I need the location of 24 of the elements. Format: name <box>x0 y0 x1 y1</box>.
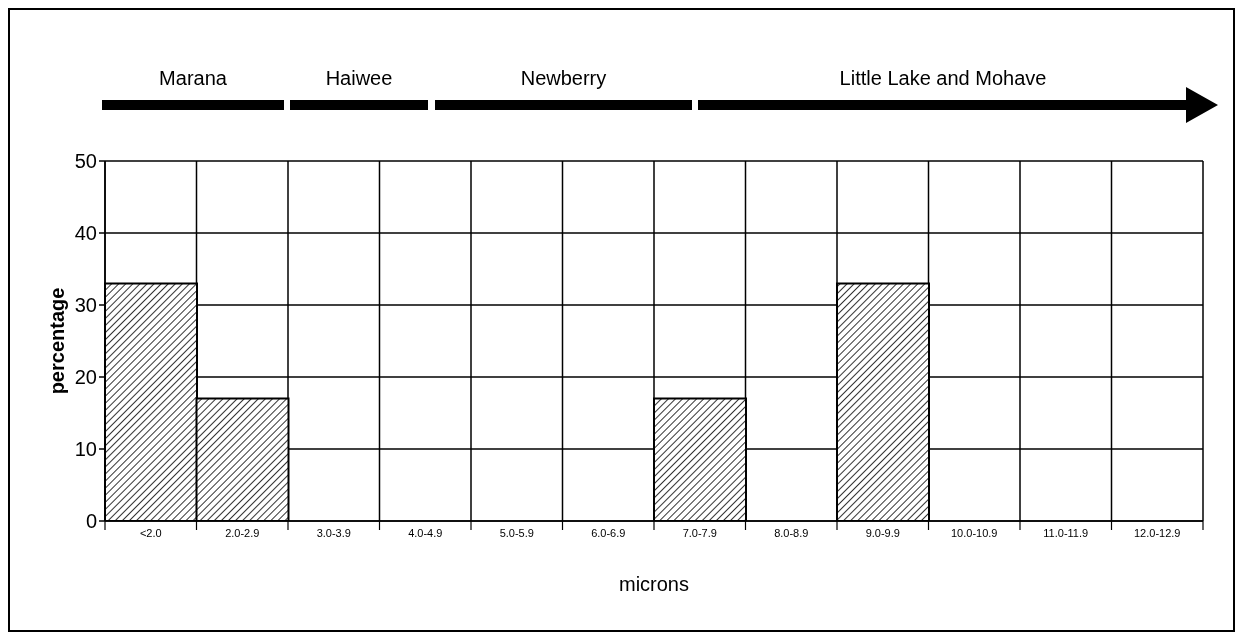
x-axis-title: microns <box>618 573 690 595</box>
x-tick-label: <2.0 <box>139 526 162 539</box>
x-tick-label: 4.0-4.9 <box>408 526 443 539</box>
x-tick-label: 6.0-6.9 <box>591 526 626 539</box>
y-tick-label: 20 <box>74 366 97 389</box>
text: Haiwee <box>325 67 393 89</box>
y-tick-label: 30 <box>74 294 97 317</box>
y-axis-title: percentage <box>46 287 69 395</box>
y-tick-label: 0 <box>85 510 97 533</box>
y-tick-label: 50 <box>74 150 97 173</box>
x-tick-label: 5.0-5.9 <box>499 526 534 539</box>
text: Little Lake and Mohave <box>839 67 1047 89</box>
x-tick-label: 9.0-9.9 <box>865 526 900 539</box>
x-tick-label: 7.0-7.9 <box>682 526 717 539</box>
x-tick-label: 8.0-8.9 <box>774 526 809 539</box>
text: Newberry <box>520 67 607 89</box>
x-tick-label: 10.0-10.9 <box>951 526 998 539</box>
text: Marana <box>159 67 228 89</box>
x-tick-label: 12.0-12.9 <box>1134 526 1181 539</box>
y-tick-label: 40 <box>74 222 97 245</box>
x-tick-label: 11.0-11.9 <box>1043 526 1089 539</box>
y-tick-label: 10 <box>74 438 97 461</box>
x-tick-label: 3.0-3.9 <box>316 526 351 539</box>
x-tick-label: 2.0-2.9 <box>225 526 260 539</box>
